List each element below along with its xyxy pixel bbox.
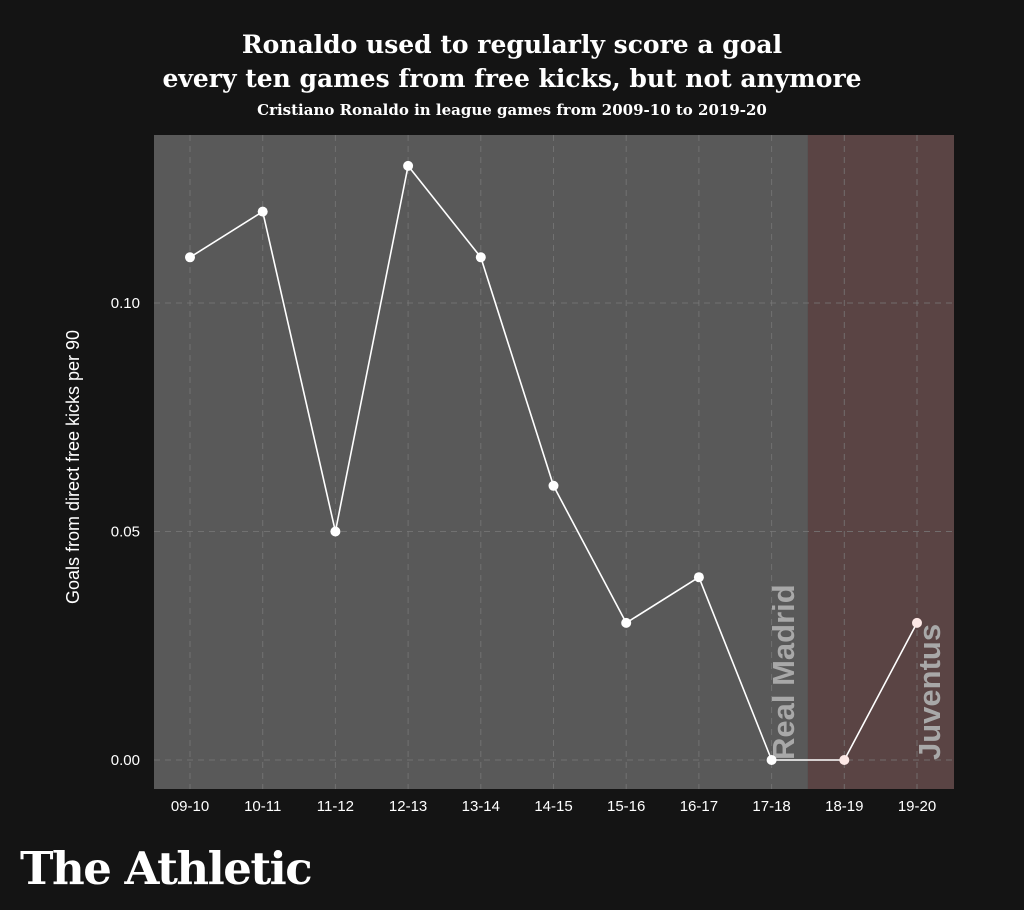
data-point-11-12 xyxy=(330,526,341,537)
x-tick-label: 12-13 xyxy=(389,798,427,815)
x-tick-label: 14-15 xyxy=(534,798,572,815)
data-points xyxy=(185,160,922,765)
x-axis-ticks: 09-10 10-11 11-12 12-13 13-14 14-15 15-16 16-17… xyxy=(171,798,936,815)
x-tick-label: 18-19 xyxy=(825,798,863,815)
data-point-12-13 xyxy=(403,160,414,171)
region-label-juventus: Juventus xyxy=(912,624,947,760)
region-juventus xyxy=(807,135,954,789)
region-label-real-madrid: Real Madrid xyxy=(766,584,801,760)
data-point-18-19 xyxy=(839,755,850,765)
x-tick-label: 19-20 xyxy=(898,798,936,815)
y-tick-label: 0.00 xyxy=(111,752,140,769)
data-point-14-15 xyxy=(548,480,559,491)
line-chart: Real Madrid Juventus 09-10 10-11 11-12 12-13… xyxy=(63,135,954,815)
data-point-09-10 xyxy=(185,252,195,263)
x-tick-label: 15-16 xyxy=(607,798,645,815)
y-tick-label: 0.05 xyxy=(111,524,140,541)
x-tick-label: 13-14 xyxy=(462,798,500,815)
chart-title: Ronaldo used to regularly score a goal e… xyxy=(0,28,1024,96)
data-point-15-16 xyxy=(621,617,632,628)
the-athletic-logo: The Athletic xyxy=(20,842,313,895)
data-point-13-14 xyxy=(475,252,486,263)
chart-subtitle: Cristiano Ronaldo in league games from 2… xyxy=(257,101,767,119)
y-axis-ticks: 0.00 0.05 0.10 xyxy=(111,295,140,769)
x-tick-label: 16-17 xyxy=(680,798,718,815)
data-point-19-20 xyxy=(912,617,922,628)
data-point-16-17 xyxy=(693,572,704,583)
grid-lines xyxy=(154,135,954,789)
x-tick-label: 11-12 xyxy=(317,798,354,815)
y-tick-label: 0.10 xyxy=(111,295,140,312)
team-labels: Real Madrid Juventus xyxy=(766,584,947,760)
y-axis-label: Goals from direct free kicks per 90 xyxy=(63,330,83,604)
chart-title-line-1: Ronaldo used to regularly score a goal xyxy=(241,30,783,59)
x-tick-label: 10-11 xyxy=(244,798,281,815)
data-point-17-18 xyxy=(766,755,777,765)
x-tick-label: 09-10 xyxy=(171,798,209,815)
x-tick-label: 17-18 xyxy=(752,798,790,815)
data-point-10-11 xyxy=(257,206,268,217)
chart-title-line-2: every ten games from free kicks, but not… xyxy=(162,64,862,93)
